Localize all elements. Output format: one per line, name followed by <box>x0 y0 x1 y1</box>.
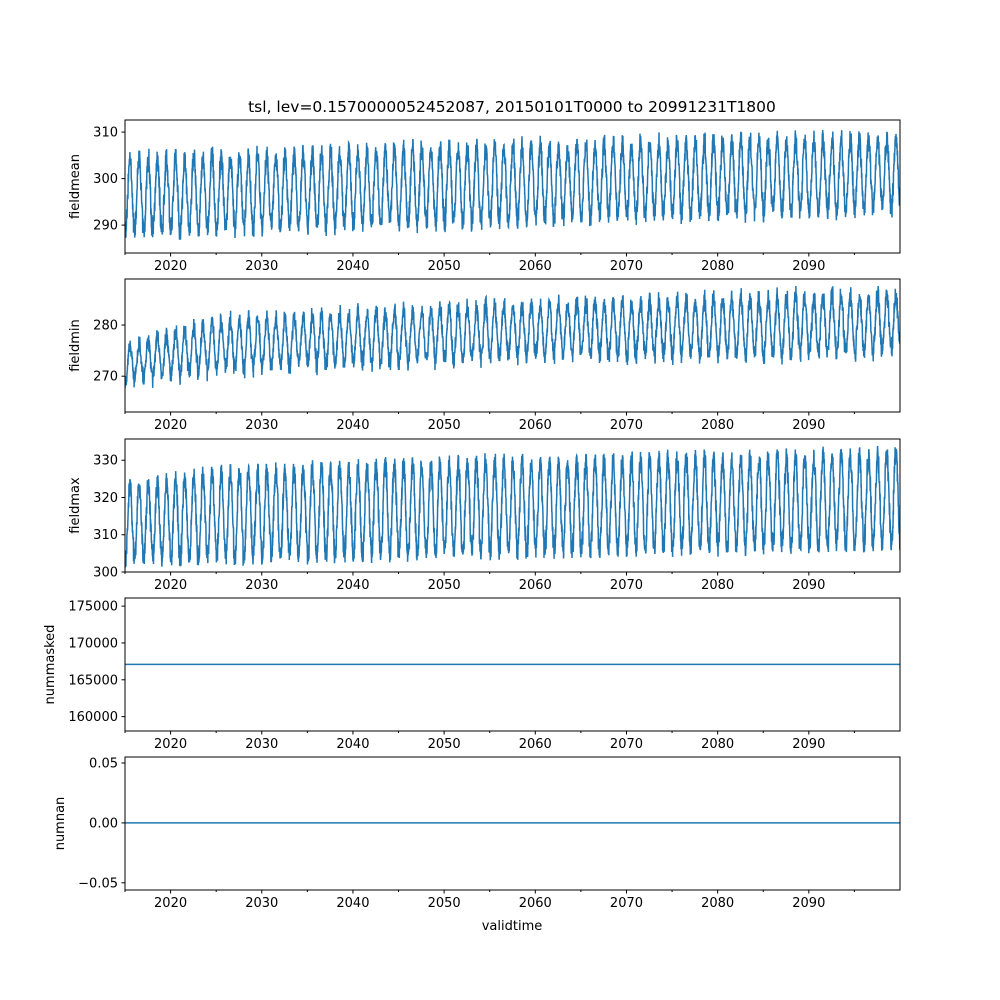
x-tick-label: 2070 <box>610 259 643 274</box>
x-tick-label: 2050 <box>428 896 461 911</box>
y-tick-label: 280 <box>93 319 118 334</box>
x-tick-label: 2070 <box>610 418 643 433</box>
axes-frame <box>124 119 901 254</box>
x-tick-label: 2050 <box>428 418 461 433</box>
x-tick-label: 2020 <box>154 259 187 274</box>
x-tick-label: 2070 <box>610 737 643 752</box>
x-tick-label: 2020 <box>154 418 187 433</box>
axes-frame <box>124 597 901 732</box>
series-line-fieldmin <box>125 285 900 389</box>
y-tick-label: 175000 <box>68 600 118 615</box>
y-tick-label: 170000 <box>68 636 118 651</box>
x-tick-label: 2060 <box>519 259 552 274</box>
x-tick-label: 2030 <box>245 896 278 911</box>
x-tick-label: 2080 <box>701 737 734 752</box>
x-tick-label: 2080 <box>701 259 734 274</box>
y-axis-label: nummasked <box>43 625 58 705</box>
x-tick-label: 2070 <box>610 896 643 911</box>
x-tick-label: 2020 <box>154 578 187 593</box>
y-axis-label: fieldmin <box>68 319 83 372</box>
series-line-fieldmean <box>125 129 900 240</box>
x-tick-label: 2040 <box>336 737 369 752</box>
x-tick-label: 2080 <box>701 418 734 433</box>
y-tick-label: 320 <box>93 491 118 506</box>
x-tick-label: 2050 <box>428 578 461 593</box>
panel-fieldmax: 300 310 320 330 2020 2030 2040 2050 2060 2070 2080… <box>68 438 901 593</box>
x-tick-label: 2040 <box>336 896 369 911</box>
x-tick-label: 2050 <box>428 737 461 752</box>
x-tick-label: 2060 <box>519 418 552 433</box>
panel-fieldmin: 270 280 2020 2030 2040 2050 2060 2070 2080 2090 fi… <box>68 278 901 433</box>
x-tick-label: 2060 <box>519 896 552 911</box>
x-tick-label: 2060 <box>519 737 552 752</box>
x-tick-label: 2090 <box>792 259 825 274</box>
x-tick-label: 2090 <box>792 737 825 752</box>
x-tick-label: 2030 <box>245 578 278 593</box>
x-tick-label: 2050 <box>428 259 461 274</box>
y-tick-label: 165000 <box>68 673 118 688</box>
x-tick-label: 2030 <box>245 737 278 752</box>
y-axis-label: fieldmax <box>68 477 83 534</box>
panel-nummasked: 160000 165000 170000 175000 2020 2030 2040 2050… <box>43 597 901 752</box>
x-tick-label: 2020 <box>154 896 187 911</box>
y-axis-label: fieldmean <box>68 154 83 219</box>
x-tick-label: 2040 <box>336 259 369 274</box>
x-axis-label: validtime <box>482 919 543 934</box>
x-tick-label: 2080 <box>701 578 734 593</box>
x-tick-label: 2090 <box>792 578 825 593</box>
panel-numnan: −0.05 0.00 0.05 2020 2030 2040 2050 2060 2070 208… <box>53 756 901 911</box>
x-tick-label: 2090 <box>792 896 825 911</box>
y-axis-label: numnan <box>53 797 68 851</box>
y-tick-label: 300 <box>93 566 118 581</box>
y-tick-label: 330 <box>93 454 118 469</box>
y-tick-label: 0.00 <box>89 816 118 831</box>
axes-frame <box>124 756 901 891</box>
x-tick-label: 2060 <box>519 578 552 593</box>
y-tick-label: 290 <box>93 219 118 234</box>
panel-fieldmean: 290 300 310 2020 2030 2040 2050 2060 2070 2080 209… <box>68 119 901 274</box>
x-tick-label: 2040 <box>336 578 369 593</box>
y-tick-label: 300 <box>93 172 118 187</box>
x-tick-label: 2080 <box>701 896 734 911</box>
axes-frame <box>124 278 901 413</box>
x-tick-label: 2030 <box>245 418 278 433</box>
chart-title: tsl, lev=0.1570000052452087, 20150101T00… <box>248 98 776 116</box>
axes-frame <box>124 438 901 573</box>
x-tick-label: 2020 <box>154 737 187 752</box>
y-tick-label: 0.05 <box>89 756 118 771</box>
x-tick-label: 2090 <box>792 418 825 433</box>
y-tick-label: −0.05 <box>78 876 118 891</box>
x-tick-label: 2040 <box>336 418 369 433</box>
y-tick-label: 310 <box>93 528 118 543</box>
series-line-fieldmax <box>125 445 900 568</box>
x-tick-label: 2030 <box>245 259 278 274</box>
y-tick-label: 160000 <box>68 710 118 725</box>
x-tick-label: 2070 <box>610 578 643 593</box>
y-tick-label: 270 <box>93 370 118 385</box>
y-tick-label: 310 <box>93 126 118 141</box>
